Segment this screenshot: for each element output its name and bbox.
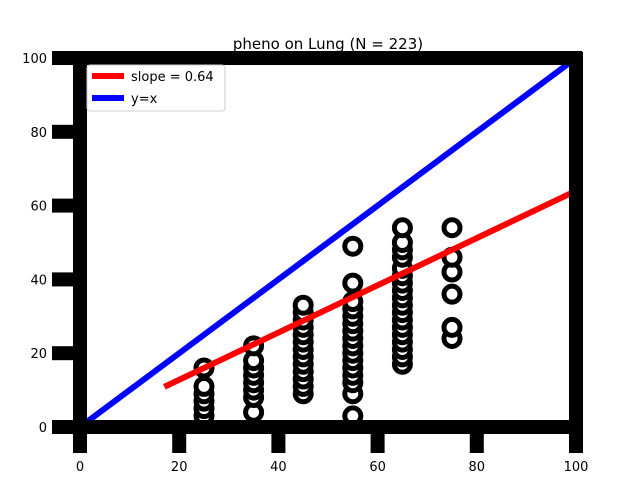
scatter-point (193, 375, 215, 397)
y-axis: 0 20 40 60 80 100 (22, 51, 80, 436)
scatter-point (441, 217, 463, 239)
x-tick-label: 60 (369, 460, 386, 475)
y-tick-mark (52, 198, 80, 213)
y-tick-label: 60 (30, 200, 47, 215)
y-tick-mark (52, 346, 80, 361)
y-tick-label: 20 (30, 347, 47, 362)
x-tick-mark (469, 427, 484, 453)
legend-label: y=x (131, 92, 158, 107)
y-tick-label: 40 (30, 273, 47, 288)
y-tick-mark (52, 124, 80, 139)
scatter-point (391, 217, 413, 239)
y-tick-mark (52, 272, 80, 287)
x-tick-label: 80 (469, 460, 486, 475)
y-tick-label: 0 (39, 421, 47, 436)
y-tick-label: 100 (22, 52, 47, 67)
x-tick-label: 20 (171, 460, 188, 475)
scatter-point (441, 283, 463, 305)
legend: slope = 0.64 y=x (86, 64, 226, 112)
chart-title: pheno on Lung (N = 223) (233, 35, 423, 53)
x-tick-mark (370, 427, 385, 453)
x-tick-mark (271, 427, 286, 453)
x-tick-label: 0 (76, 460, 84, 475)
x-tick-mark (569, 427, 583, 453)
identity-line (78, 55, 578, 430)
x-tick-mark (172, 427, 187, 453)
plot-area (78, 55, 578, 430)
x-axis: 0 20 40 60 80 100 (73, 427, 588, 475)
scatter-point (342, 235, 364, 257)
scatter-point (342, 272, 364, 294)
x-tick-label: 100 (564, 460, 589, 475)
scatter-point (441, 316, 463, 338)
axes-frame (52, 51, 583, 453)
scatter-point (292, 294, 314, 316)
y-tick-label: 80 (30, 126, 47, 141)
y-tick-mark (52, 420, 80, 434)
regression-line (163, 188, 578, 390)
y-tick-mark (52, 51, 80, 65)
x-tick-label: 40 (270, 460, 287, 475)
legend-label: slope = 0.64 (131, 70, 214, 85)
